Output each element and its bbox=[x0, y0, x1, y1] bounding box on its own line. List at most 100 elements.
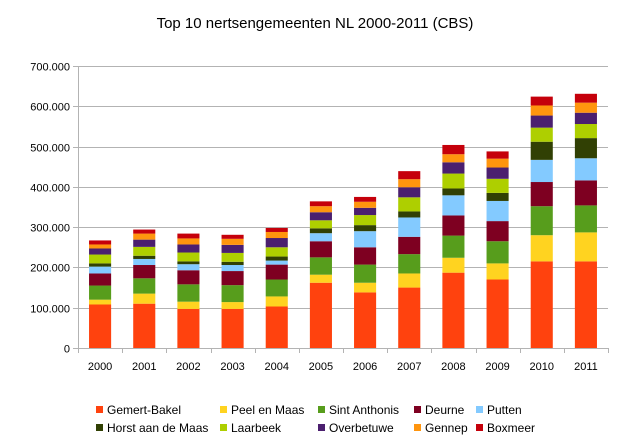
bars bbox=[89, 93, 597, 348]
axes bbox=[78, 66, 609, 353]
y-tick-label: 100.000 bbox=[30, 304, 70, 316]
bar-segment bbox=[177, 252, 200, 262]
chart-title: Top 10 nertsengemeenten NL 2000-2011 (CB… bbox=[157, 15, 474, 32]
legend-label: Putten bbox=[487, 403, 522, 417]
bar-segment bbox=[574, 261, 597, 348]
bar-segment bbox=[486, 178, 509, 193]
legend-label: Overbetuwe bbox=[329, 421, 394, 435]
bar-segment bbox=[133, 229, 156, 234]
bar-segment bbox=[309, 282, 332, 348]
x-tick-label: 2006 bbox=[353, 361, 377, 373]
bar-segment bbox=[442, 144, 465, 155]
bar-segment bbox=[486, 192, 509, 201]
bar-segment bbox=[177, 308, 200, 348]
bar-segment bbox=[309, 212, 332, 221]
x-tick-label: 2008 bbox=[441, 361, 465, 373]
bar-segment bbox=[486, 279, 509, 348]
bar-segment bbox=[442, 188, 465, 196]
bar-segment bbox=[133, 246, 156, 256]
legend-swatch bbox=[414, 406, 421, 413]
bar-segment bbox=[486, 167, 509, 179]
legend-label: Sint Anthonis bbox=[329, 403, 399, 417]
bar-segment bbox=[398, 254, 421, 274]
bar-segment bbox=[398, 171, 421, 180]
bar-segment bbox=[265, 227, 288, 232]
bar-segment bbox=[133, 303, 156, 348]
bar-segment bbox=[398, 287, 421, 348]
bar-segment bbox=[133, 265, 156, 279]
legend-swatch bbox=[96, 406, 103, 413]
x-tick-label: 2005 bbox=[309, 361, 333, 373]
bar-segment bbox=[530, 141, 553, 160]
bar-segment bbox=[354, 207, 377, 216]
x-axis-ticks: 2000 2001 2002 2003 2004 2005 2006 2007 2008 2009… bbox=[88, 361, 598, 373]
bar-segment bbox=[530, 235, 553, 262]
bar-segment bbox=[486, 200, 509, 222]
bar-segment bbox=[530, 115, 553, 128]
bar-segment bbox=[442, 173, 465, 189]
bar-segment bbox=[574, 232, 597, 262]
grid-lines bbox=[73, 66, 608, 349]
y-axis-ticks: 0 100.000 200.000 300.000 400.000 500.000 600.… bbox=[30, 62, 70, 356]
bar-segment bbox=[221, 285, 244, 303]
bar-segment bbox=[486, 158, 509, 168]
bar-segment bbox=[89, 248, 112, 255]
bar-segment bbox=[574, 93, 597, 103]
bar-segment bbox=[309, 274, 332, 283]
legend-swatch bbox=[96, 424, 103, 431]
bar-segment bbox=[442, 195, 465, 216]
bar-segment bbox=[486, 221, 509, 242]
legend-swatch bbox=[220, 406, 227, 413]
bar-segment bbox=[442, 154, 465, 163]
bar-segment bbox=[309, 220, 332, 229]
bar-segment bbox=[221, 234, 244, 239]
legend-swatch bbox=[220, 424, 227, 431]
bar-segment bbox=[265, 264, 288, 280]
bar-segment bbox=[133, 293, 156, 304]
bar-segment bbox=[221, 308, 244, 348]
bar-segment bbox=[265, 279, 288, 297]
bar-segment bbox=[221, 238, 244, 245]
bar-segment bbox=[309, 201, 332, 207]
bar-segment bbox=[354, 282, 377, 293]
y-tick-label: 0 bbox=[64, 344, 70, 356]
bar-segment bbox=[177, 244, 200, 253]
bar-segment bbox=[221, 244, 244, 253]
legend-label: Boxmeer bbox=[487, 421, 535, 435]
x-tick-label: 2010 bbox=[530, 361, 554, 373]
bar-segment bbox=[221, 261, 244, 266]
bar-segment bbox=[486, 241, 509, 264]
legend-label: Horst aan de Maas bbox=[107, 421, 208, 435]
bar-segment bbox=[530, 182, 553, 207]
bar-segment bbox=[265, 247, 288, 257]
bar-segment bbox=[309, 228, 332, 234]
bar-segment bbox=[89, 285, 112, 300]
bar-segment bbox=[354, 264, 377, 283]
bar-segment bbox=[354, 247, 377, 265]
bar-segment bbox=[442, 215, 465, 236]
bar-segment bbox=[89, 273, 112, 286]
bar-segment bbox=[354, 201, 377, 208]
y-tick-label: 500.000 bbox=[30, 143, 70, 155]
bar-segment bbox=[398, 179, 421, 188]
legend-swatch bbox=[318, 406, 325, 413]
legend-label: Peel en Maas bbox=[231, 403, 304, 417]
bar-segment bbox=[177, 270, 200, 285]
bar-segment bbox=[354, 292, 377, 348]
x-tick-label: 2000 bbox=[88, 361, 112, 373]
x-tick-label: 2004 bbox=[265, 361, 289, 373]
bar-segment bbox=[89, 304, 112, 348]
bar-segment bbox=[486, 263, 509, 280]
x-tick-label: 2002 bbox=[176, 361, 200, 373]
legend-swatch bbox=[414, 424, 421, 431]
bar-segment bbox=[574, 112, 597, 125]
bar-segment bbox=[177, 264, 200, 271]
bar-segment bbox=[265, 296, 288, 307]
x-tick-label: 2001 bbox=[132, 361, 156, 373]
bar-segment bbox=[530, 206, 553, 236]
x-tick-label: 2003 bbox=[220, 361, 244, 373]
bar-segment bbox=[442, 162, 465, 174]
legend-swatch bbox=[476, 406, 483, 413]
bar-segment bbox=[354, 215, 377, 226]
